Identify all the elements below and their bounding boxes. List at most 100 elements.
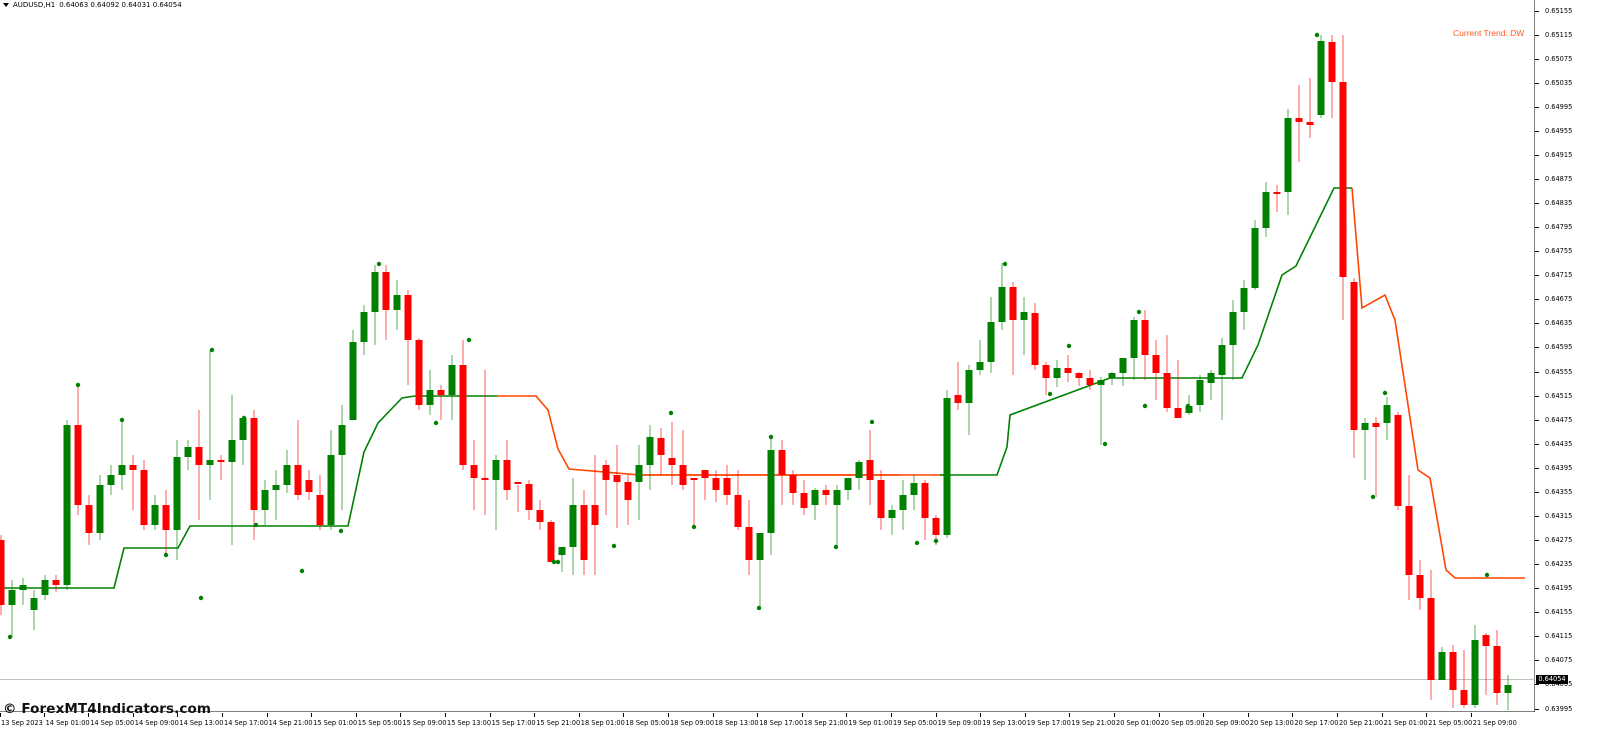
time-tick — [1337, 713, 1338, 717]
time-tick-label: 20 Sep 13:00 — [1249, 719, 1294, 727]
bear-candle — [921, 483, 929, 518]
chart-header: AUDUSD,H1 0.64063 0.64092 0.64031 0.6405… — [3, 1, 182, 9]
price-tick-label: 0.65035 — [1545, 78, 1573, 87]
bear-candle — [679, 465, 687, 485]
time-tick — [355, 713, 357, 717]
watermark: © ForexMT4Indicators.com — [3, 701, 212, 717]
price-tick — [1535, 491, 1539, 493]
bear-candle — [1394, 415, 1402, 506]
bear-candle — [789, 475, 797, 493]
time-tick — [1247, 713, 1249, 717]
price-tick-label: 0.64715 — [1545, 271, 1573, 280]
price-tick — [1535, 419, 1539, 421]
fractal-dot-icon — [1185, 403, 1191, 409]
time-tick-label: 19 Sep 05:00 — [893, 719, 938, 727]
fractal-dot-icon — [1382, 390, 1388, 396]
time-tick-label: 20 Sep 05:00 — [1160, 719, 1205, 727]
price-tick-label: 0.64595 — [1545, 343, 1573, 352]
bear-candle — [437, 390, 445, 395]
chart-area[interactable] — [0, 0, 1535, 712]
bull-candle — [1471, 640, 1479, 705]
time-tick-label: 18 Sep 17:00 — [759, 719, 804, 727]
price-tick — [1535, 540, 1539, 542]
price-tick — [1535, 708, 1539, 710]
bear-candle — [778, 450, 786, 475]
bull-candle — [338, 425, 346, 455]
fractal-dot-icon — [163, 552, 169, 558]
bull-candle — [1504, 685, 1512, 693]
symbol-timeframe: AUDUSD,H1 — [13, 1, 56, 9]
bull-candle — [1317, 41, 1325, 115]
bull-candle — [569, 505, 577, 547]
bull-candle — [1383, 405, 1391, 423]
trend-line-up — [940, 187, 1352, 476]
time-tick-label: 19 Sep 13:00 — [982, 719, 1027, 727]
time-tick — [1158, 713, 1160, 717]
time-tick — [132, 713, 134, 717]
bull-candle — [63, 425, 71, 585]
bull-candle — [987, 322, 995, 362]
bull-candle — [1218, 345, 1226, 375]
bear-candle — [52, 580, 60, 585]
time-tick — [400, 713, 402, 717]
time-tick-label: 19 Sep 21:00 — [1071, 719, 1116, 727]
time-tick — [1024, 713, 1026, 717]
time-tick — [1426, 713, 1428, 717]
price-tick — [1535, 130, 1539, 132]
time-tick — [1381, 713, 1383, 717]
price-tick — [1535, 275, 1539, 277]
bear-candle — [1064, 368, 1072, 373]
collapse-triangle-icon[interactable] — [3, 3, 9, 7]
bull-candle — [1251, 228, 1259, 288]
fractal-dot-icon — [1102, 441, 1108, 447]
bear-candle — [1449, 652, 1457, 690]
bull-candle — [1130, 320, 1138, 358]
bull-candle — [1097, 380, 1105, 385]
price-tick-label: 0.64275 — [1545, 536, 1573, 545]
price-tick-label: 0.63995 — [1545, 704, 1573, 713]
bear-candle — [536, 510, 544, 522]
time-tick-label: 18 Sep 05:00 — [625, 719, 670, 727]
time-tick — [935, 713, 937, 717]
bear-candle — [316, 495, 324, 525]
bear-candle — [0, 540, 5, 605]
price-axis[interactable]: 0.65155 0.65115 0.65075 0.65035 0.64995 0.649… — [1535, 0, 1600, 745]
fractal-dot-icon — [1471, 695, 1477, 701]
bear-candle — [162, 505, 170, 530]
bear-candle — [481, 478, 489, 480]
fractal-dot-icon — [253, 522, 259, 528]
bear-candle — [1086, 378, 1094, 385]
fractal-dot-icon — [914, 540, 920, 546]
bear-candle — [822, 490, 830, 495]
price-tick-label: 0.64555 — [1545, 367, 1573, 376]
price-tick — [1535, 612, 1539, 614]
price-tick-label: 0.64115 — [1545, 632, 1573, 641]
candlestick-chart — [0, 0, 1535, 712]
bear-candle — [503, 460, 511, 490]
bear-candle — [723, 478, 731, 495]
bull-candle — [965, 370, 973, 403]
bull-candle — [173, 457, 181, 530]
time-tick — [1069, 713, 1071, 717]
time-tick-label: 20 Sep 17:00 — [1294, 719, 1339, 727]
time-axis[interactable]: 13 Sep 2023 14 Sep 01:00 14 Sep 05:00 14 Se… — [0, 712, 1535, 745]
bull-candle — [393, 295, 401, 310]
time-tick — [1470, 713, 1472, 717]
price-tick-label: 0.64435 — [1545, 439, 1573, 448]
fractal-dot-icon — [241, 415, 247, 421]
bull-candle — [239, 418, 247, 440]
time-tick-label: 19 Sep 01:00 — [848, 719, 893, 727]
bear-candle — [734, 495, 742, 527]
bull-candle — [426, 390, 434, 405]
time-tick-label: 21 Sep 01:00 — [1383, 719, 1428, 727]
price-tick-label: 0.64075 — [1545, 656, 1573, 665]
bear-candle — [1416, 575, 1424, 598]
bull-candle — [976, 362, 984, 370]
price-tick — [1535, 34, 1539, 36]
bull-candle — [371, 272, 379, 312]
time-tick-label: 15 Sep 09:00 — [402, 719, 447, 727]
price-tick — [1535, 660, 1539, 662]
price-tick-label: 0.64995 — [1545, 102, 1573, 111]
time-tick-label: 20 Sep 21:00 — [1339, 719, 1384, 727]
bear-candle — [1328, 42, 1336, 82]
